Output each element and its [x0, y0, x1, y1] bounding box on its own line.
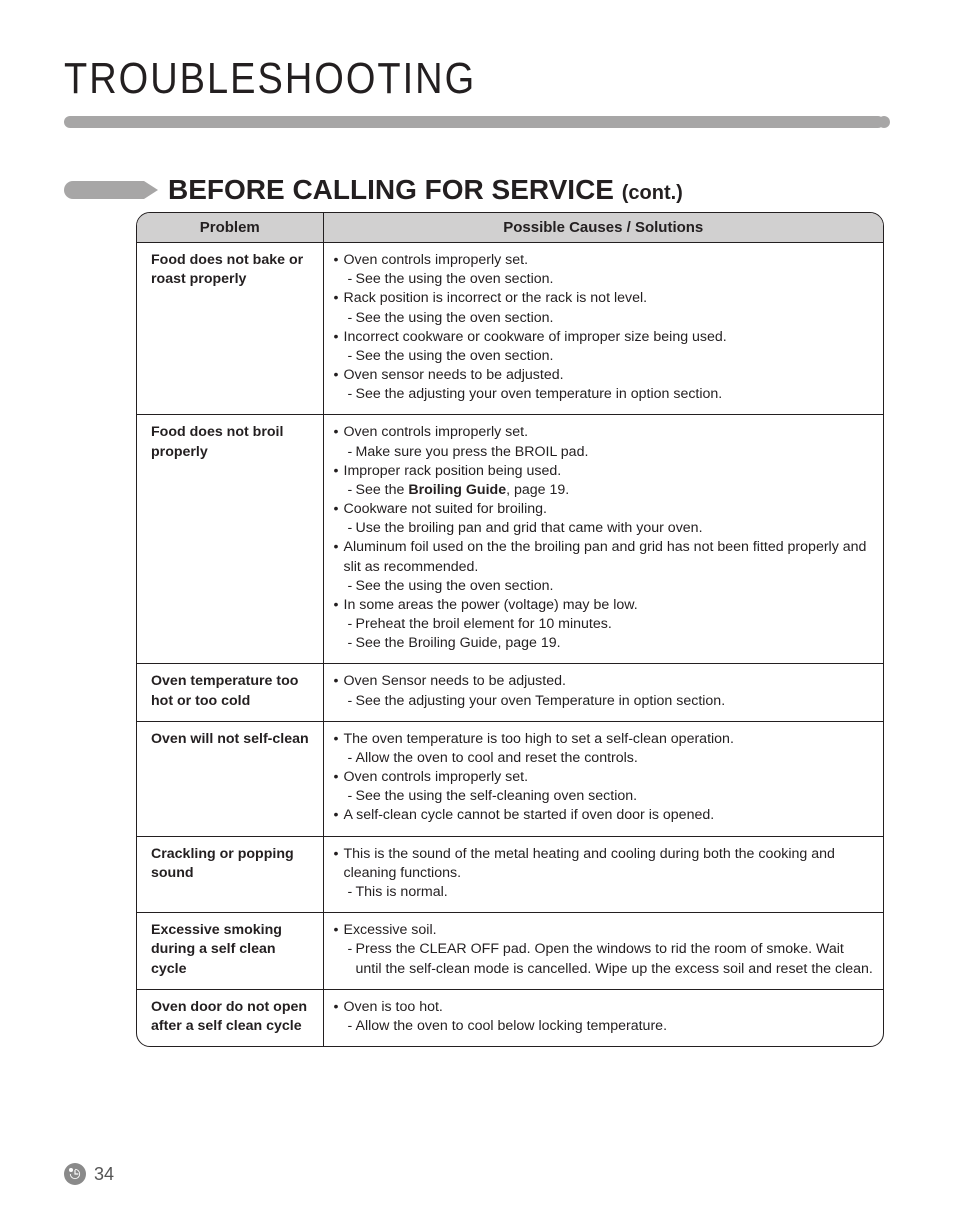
col-header-solutions: Possible Causes / Solutions — [323, 213, 883, 243]
solution-bullet: Oven Sensor needs to be adjusted. — [334, 672, 874, 691]
solution-cell: Oven controls improperly set.See the usi… — [323, 243, 883, 415]
solution-subitem: See the using the self-cleaning oven sec… — [334, 787, 874, 806]
solution-subitem: Allow the oven to cool and reset the con… — [334, 749, 874, 768]
solution-bullet: Aluminum foil used on the the broiling p… — [334, 538, 874, 576]
section-title-cont: (cont.) — [622, 182, 683, 204]
page-footer: 34 — [64, 1163, 114, 1185]
solution-subitem: See the using the oven section. — [334, 577, 874, 596]
solution-bullet: Oven is too hot. — [334, 998, 874, 1017]
solution-bullet: Rack position is incorrect or the rack i… — [334, 289, 874, 308]
table-row: Oven temperature too hot or too coldOven… — [137, 664, 883, 721]
table-row: Crackling or popping sound This is the so… — [137, 836, 883, 913]
troubleshooting-table: Problem Possible Causes / Solutions Food… — [137, 213, 883, 1046]
section-heading-row: BEFORE CALLING FOR SERVICE (cont.) — [64, 174, 683, 206]
table-row: Excessive smoking during a self clean cy… — [137, 913, 883, 990]
solution-bullet: Excessive soil. — [334, 921, 874, 940]
table-body: Food does not bake or roast properlyOven… — [137, 243, 883, 1047]
section-title: BEFORE CALLING FOR SERVICE (cont.) — [168, 174, 683, 206]
solution-subitem: See the adjusting your oven temperature … — [334, 385, 874, 404]
problem-cell: Oven temperature too hot or too cold — [137, 664, 323, 721]
problem-cell: Food does not broil properly — [137, 415, 323, 664]
title-divider-bar — [64, 116, 884, 128]
solution-subitem: See the using the oven section. — [334, 347, 874, 366]
solution-bullet: Incorrect cookware or cookware of improp… — [334, 328, 874, 347]
table-header-row: Problem Possible Causes / Solutions — [137, 213, 883, 243]
section-pill-icon — [64, 181, 144, 199]
solution-bullet: Cookware not suited for broiling. — [334, 500, 874, 519]
solution-subitem: See the using the oven section. — [334, 270, 874, 289]
solution-subitem: See the Broiling Guide, page 19. — [334, 481, 874, 500]
solution-bullet: The oven temperature is too high to set … — [334, 730, 874, 749]
problem-cell: Excessive smoking during a self clean cy… — [137, 913, 323, 990]
solution-cell: The oven temperature is too high to set … — [323, 721, 883, 836]
solution-cell: Oven Sensor needs to be adjusted.See the… — [323, 664, 883, 721]
section-arrow-icon — [144, 181, 158, 199]
solution-subitem: See the Broiling Guide, page 19. — [334, 634, 874, 653]
solution-cell: Oven controls improperly set.Make sure y… — [323, 415, 883, 664]
troubleshooting-table-wrap: Problem Possible Causes / Solutions Food… — [136, 212, 884, 1047]
solution-bullet: A self-clean cycle cannot be started if … — [334, 806, 874, 825]
solution-subitem: This is normal. — [334, 883, 874, 902]
solution-bullet: Improper rack position being used. — [334, 462, 874, 481]
lg-logo-icon — [64, 1163, 86, 1185]
problem-cell: Crackling or popping sound — [137, 836, 323, 913]
solution-cell: Excessive soil.Press the CLEAR OFF pad. … — [323, 913, 883, 990]
solution-cell: Oven is too hot.Allow the oven to cool b… — [323, 989, 883, 1046]
table-row: Food does not bake or roast properlyOven… — [137, 243, 883, 415]
solution-cell: This is the sound of the metal heating a… — [323, 836, 883, 913]
solution-bullet: Oven sensor needs to be adjusted. — [334, 366, 874, 385]
solution-subitem: Allow the oven to cool below locking tem… — [334, 1017, 874, 1036]
solution-bullet: Oven controls improperly set. — [334, 251, 874, 270]
solution-bullet: Oven controls improperly set. — [334, 768, 874, 787]
solution-subitem: Make sure you press the BROIL pad. — [334, 443, 874, 462]
page-number: 34 — [94, 1164, 114, 1185]
table-row: Oven will not self-clean The oven tempera… — [137, 721, 883, 836]
problem-cell: Oven will not self-clean — [137, 721, 323, 836]
col-header-problem: Problem — [137, 213, 323, 243]
solution-subitem: Preheat the broil element for 10 minutes… — [334, 615, 874, 634]
solution-subitem: Press the CLEAR OFF pad. Open the window… — [334, 940, 874, 978]
solution-bullet: In some areas the power (voltage) may be… — [334, 596, 874, 615]
solution-bullet: This is the sound of the metal heating a… — [334, 845, 874, 883]
problem-cell: Oven door do not open after a self clean… — [137, 989, 323, 1046]
table-row: Oven door do not open after a self clean… — [137, 989, 883, 1046]
page-title: TROUBLESHOOTING — [64, 55, 476, 104]
solution-subitem: See the adjusting your oven Temperature … — [334, 692, 874, 711]
table-row: Food does not broil properlyOven control… — [137, 415, 883, 664]
solution-subitem: See the using the oven section. — [334, 309, 874, 328]
section-title-text: BEFORE CALLING FOR SERVICE — [168, 174, 614, 205]
problem-cell: Food does not bake or roast properly — [137, 243, 323, 415]
solution-subitem: Use the broiling pan and grid that came … — [334, 519, 874, 538]
solution-bullet: Oven controls improperly set. — [334, 423, 874, 442]
